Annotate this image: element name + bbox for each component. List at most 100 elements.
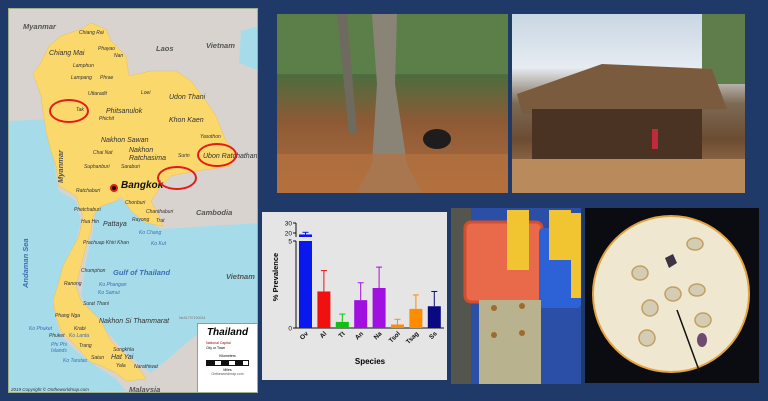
city-label: Phetchaburi bbox=[74, 207, 101, 213]
y-axis-label: % Prevalence bbox=[271, 253, 280, 301]
country-label: Malaysia bbox=[129, 385, 161, 393]
city-label: Surin bbox=[178, 153, 190, 159]
city-label: Phichit bbox=[99, 116, 115, 122]
island-label: Ko Kut bbox=[151, 241, 167, 247]
scale-bar bbox=[206, 360, 249, 366]
city-label: Songkhla bbox=[113, 347, 134, 353]
city-label: Chumphon bbox=[81, 268, 106, 274]
x-tick-label: An bbox=[354, 330, 365, 341]
bar-Tsag bbox=[409, 308, 423, 328]
prevalence-bar-chart: 0 5 20 30 Ov Al Tt An Na Tsol Tsag Ss Species % Preva… bbox=[262, 212, 447, 380]
city-label: Phrae bbox=[100, 75, 114, 81]
bar-Ov-upper bbox=[299, 234, 312, 237]
city-label: Suphanburi bbox=[84, 164, 110, 170]
country-label: Cambodia bbox=[196, 208, 233, 217]
city-label: Nakhon Si Thammarat bbox=[99, 318, 170, 325]
city-label: Krabi bbox=[74, 326, 86, 332]
island-label: Ko Lanta bbox=[69, 333, 90, 339]
city-label: Phuket bbox=[49, 333, 65, 339]
bar-Na bbox=[372, 287, 386, 328]
city-label: Ranong bbox=[64, 281, 82, 287]
x-tick-label: Al bbox=[319, 330, 329, 340]
city-label: Lamphun bbox=[73, 63, 94, 69]
highlight-circle-ubon bbox=[197, 143, 237, 167]
city-label: Chiang Rai bbox=[79, 30, 104, 36]
city-label: Chonburi bbox=[125, 200, 146, 206]
legend-mi: Miles bbox=[223, 368, 232, 372]
photo2-scene bbox=[512, 14, 745, 193]
legend-city: City or Town bbox=[206, 346, 226, 350]
thailand-map: Chiang Rai Phayao Nan Chiang Mai Lamphun Lamp… bbox=[8, 8, 258, 393]
map-copyright: 2019 Copyright © Ontheworldmap.com bbox=[11, 387, 89, 392]
city-label: Nakhon Ratchasima bbox=[129, 147, 166, 162]
city-label: Nan bbox=[114, 53, 124, 59]
bar-Al bbox=[317, 291, 331, 328]
bar-Ov bbox=[299, 241, 312, 328]
y-tick-label: 30 bbox=[285, 220, 293, 227]
y-tick-label: 5 bbox=[288, 238, 292, 245]
capital-label: Bangkok bbox=[121, 180, 164, 191]
x-tick-label: Tsol bbox=[388, 330, 402, 344]
city-label: Phayao bbox=[98, 46, 115, 52]
city-label: Trat bbox=[156, 218, 165, 224]
island-label: Ko Chang bbox=[139, 230, 162, 236]
island-label: Ko Samui bbox=[98, 290, 120, 296]
city-label: Satun bbox=[91, 355, 105, 361]
city-label: Saraburi bbox=[121, 164, 140, 170]
x-tick-label: Ov bbox=[299, 330, 310, 341]
legend-site: Ontheworldmap.com bbox=[211, 372, 244, 376]
city-label: Rayong bbox=[132, 217, 150, 223]
bar-Ss bbox=[427, 306, 441, 328]
city-label: Uttaradit bbox=[88, 91, 107, 97]
city-label: Udon Thani bbox=[169, 94, 206, 101]
bar-An bbox=[354, 300, 368, 328]
city-label: Khon Kaen bbox=[169, 117, 204, 124]
city-label: Hua Hin bbox=[81, 219, 100, 225]
country-label: Vietnam bbox=[226, 272, 255, 281]
bar-Tsol bbox=[391, 324, 404, 328]
highlight-circle-surin bbox=[157, 166, 197, 190]
city-label: Surat Thani bbox=[83, 301, 109, 307]
chart-svg: 0 520 30 Ov Al Tt An Na Tsol Tsag Ss Species % Preva… bbox=[271, 220, 444, 366]
country-label: Myanmar bbox=[56, 150, 65, 183]
y-tick-label: 0 bbox=[288, 325, 292, 332]
city-label: Yala bbox=[116, 363, 126, 369]
x-tick-label: Tsag bbox=[405, 330, 420, 345]
photo4-scene bbox=[592, 215, 750, 374]
x-tick-label: Na bbox=[373, 330, 384, 341]
city-label: Narathiwat bbox=[134, 364, 158, 370]
island-label: Phi Phi Islands bbox=[51, 342, 67, 354]
x-tick-label: Tt bbox=[337, 330, 347, 340]
x-axis-label: Species bbox=[355, 357, 386, 366]
photo-forest-buffalo bbox=[277, 14, 508, 193]
city-label: Hat Yai bbox=[111, 354, 134, 361]
city-label: Loei bbox=[141, 90, 151, 96]
country-label: Vietnam bbox=[206, 41, 235, 50]
city-label: Ratchaburi bbox=[76, 188, 101, 194]
country-label: Laos bbox=[156, 44, 174, 53]
map-legend: Thailand National Capital City or Town K… bbox=[197, 323, 257, 392]
photo-microscope-eggs bbox=[585, 208, 759, 383]
island-label: Ko Phangan bbox=[99, 282, 127, 288]
legend-km: Kilometers bbox=[219, 354, 236, 358]
city-label: Trang bbox=[79, 343, 92, 349]
photo1-scene bbox=[277, 14, 508, 193]
city-label: Chai Nat bbox=[93, 150, 113, 156]
bar-Tt bbox=[335, 321, 349, 328]
city-label: Nakhon Sawan bbox=[101, 137, 149, 144]
city-label: Lampang bbox=[71, 75, 92, 81]
y-tick-label: 20 bbox=[285, 230, 293, 237]
map-code: NeA1707190044 bbox=[179, 316, 206, 320]
photo3-scene bbox=[451, 208, 581, 384]
city-label: Chanthaburi bbox=[146, 209, 174, 215]
city-label: Pattaya bbox=[103, 221, 127, 228]
island-label: Ko Phuket bbox=[29, 326, 53, 332]
highlight-circle-tak bbox=[49, 99, 89, 123]
map-title: Thailand bbox=[206, 327, 249, 338]
photo-sample-trays bbox=[451, 208, 581, 384]
city-label: Prachuap Khiri Khan bbox=[83, 240, 129, 246]
legend-capital: National Capital bbox=[206, 341, 231, 345]
island-label: Ko Tarutao bbox=[63, 358, 88, 364]
city-label: Phitsanulok bbox=[106, 108, 143, 115]
country-label: Myanmar bbox=[23, 22, 56, 31]
